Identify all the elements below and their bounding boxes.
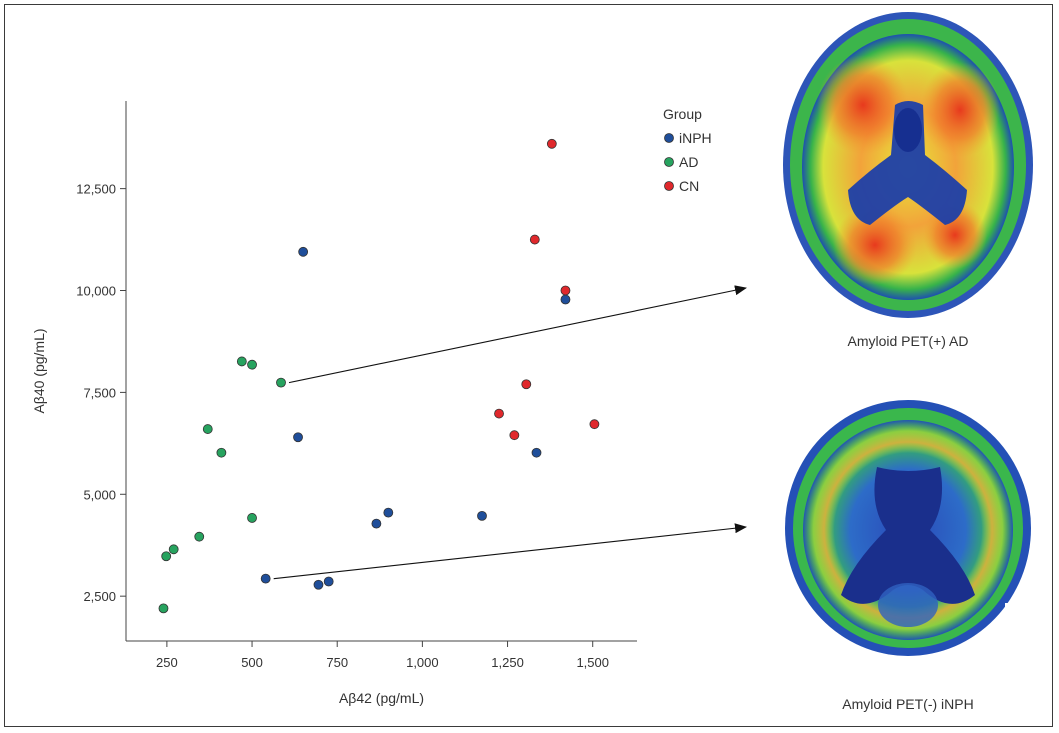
point-inph	[531, 447, 542, 458]
point-ad	[216, 447, 227, 458]
point-inph	[293, 432, 303, 443]
legend-label-inph: iNPH	[679, 130, 712, 146]
y-tick-label: 7,500	[83, 385, 116, 400]
legend-marker-inph	[664, 133, 674, 143]
point-cn	[509, 430, 520, 441]
point-ad	[236, 356, 247, 367]
bottom-image-caption: Amyloid PET(-) iNPH	[842, 696, 974, 712]
brain-scan-image-top	[783, 12, 1033, 318]
arrow-bottom	[273, 523, 747, 580]
point-ad	[247, 359, 257, 370]
y-tick-label: 10,000	[76, 284, 116, 299]
point-ad	[247, 513, 257, 523]
point-cn	[494, 408, 504, 419]
point-cn	[546, 138, 557, 149]
x-tick-label: 1,000	[406, 655, 439, 670]
legend-marker-ad	[664, 157, 674, 167]
point-inph	[323, 576, 334, 587]
point-inph	[560, 294, 571, 305]
x-tick-label: 250	[156, 655, 178, 670]
y-tick-label: 5,000	[83, 487, 116, 502]
point-ad	[202, 424, 213, 434]
point-ad	[194, 531, 205, 542]
y-tick-label: 12,500	[76, 182, 116, 197]
y-tick-label: 2,500	[83, 589, 116, 604]
point-cn	[521, 379, 532, 390]
point-inph	[371, 518, 382, 529]
point-ad	[276, 377, 286, 388]
legend-marker-cn	[664, 181, 674, 191]
brain-scan-image-bottom	[785, 400, 1031, 656]
point-inph	[260, 573, 271, 584]
arrows	[273, 285, 747, 580]
point-inph	[477, 510, 487, 521]
arrow-top	[288, 285, 747, 384]
point-inph	[383, 507, 394, 518]
top-image-caption: Amyloid PET(+) AD	[847, 333, 969, 349]
point-cn	[529, 234, 540, 245]
point-ad	[158, 603, 169, 614]
x-tick-label: 1,250	[491, 655, 524, 670]
y-axis-title: Aβ40 (pg/mL)	[31, 328, 47, 413]
point-cn	[560, 285, 571, 296]
figure-frame: 250 500 750 1,000 1,250 1,500 2,500 5,000 7,500 1…	[4, 4, 1053, 727]
x-tick-label: 1,500	[576, 655, 609, 670]
legend-label-ad: AD	[679, 154, 698, 170]
x-tick-label: 500	[241, 655, 263, 670]
x-axis-title: Aβ42 (pg/mL)	[339, 690, 424, 706]
scatter-plot: 250 500 750 1,000 1,250 1,500 2,500 5,000 7,500 1…	[31, 12, 1033, 706]
data-points	[158, 138, 600, 614]
point-cn	[589, 419, 600, 430]
point-inph	[313, 579, 324, 590]
axes: 250 500 750 1,000 1,250 1,500 2,500 5,000 7,500 1…	[31, 101, 637, 706]
legend-title: Group	[663, 106, 702, 122]
point-inph	[298, 246, 309, 257]
legend-label-cn: CN	[679, 178, 699, 194]
x-tick-label: 750	[326, 655, 348, 670]
point-ad	[168, 544, 179, 555]
point-ad	[161, 551, 172, 562]
legend: Group iNPH AD CN	[663, 106, 712, 194]
